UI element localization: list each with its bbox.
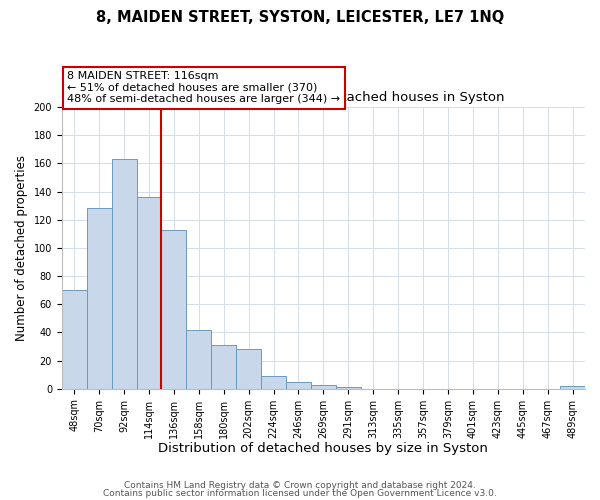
Bar <box>86 208 112 388</box>
Bar <box>286 382 311 388</box>
Bar <box>187 330 211 388</box>
Bar <box>137 197 161 388</box>
Y-axis label: Number of detached properties: Number of detached properties <box>15 155 28 341</box>
Title: Size of property relative to detached houses in Syston: Size of property relative to detached ho… <box>142 92 505 104</box>
X-axis label: Distribution of detached houses by size in Syston: Distribution of detached houses by size … <box>158 442 488 455</box>
Bar <box>112 159 137 388</box>
Bar <box>261 376 286 388</box>
Bar <box>62 290 86 388</box>
Bar <box>311 384 336 388</box>
Bar <box>211 345 236 389</box>
Text: 8, MAIDEN STREET, SYSTON, LEICESTER, LE7 1NQ: 8, MAIDEN STREET, SYSTON, LEICESTER, LE7… <box>96 10 504 25</box>
Bar <box>560 386 585 388</box>
Text: 8 MAIDEN STREET: 116sqm
← 51% of detached houses are smaller (370)
48% of semi-d: 8 MAIDEN STREET: 116sqm ← 51% of detache… <box>67 71 340 104</box>
Text: Contains HM Land Registry data © Crown copyright and database right 2024.: Contains HM Land Registry data © Crown c… <box>124 481 476 490</box>
Bar <box>236 350 261 389</box>
Bar <box>161 230 187 388</box>
Text: Contains public sector information licensed under the Open Government Licence v3: Contains public sector information licen… <box>103 488 497 498</box>
